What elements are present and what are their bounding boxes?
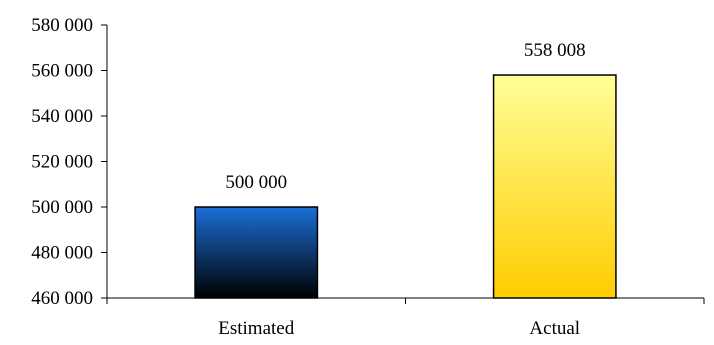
x-category-label: Estimated [218,318,294,339]
bars [194,74,617,299]
data-label: 500 000 [225,172,287,193]
x-category-label: Actual [529,318,580,339]
y-tick-label: 480 000 [31,243,93,264]
data-label: 558 008 [524,40,586,61]
y-tick-label: 460 000 [31,288,93,309]
y-tick-label: 560 000 [31,61,93,82]
data-labels: 500 000 558 008 [225,40,585,193]
bar-actual [492,74,617,299]
y-axis: 460 000 480 000 500 000 520 000 540 000 560 0… [31,15,108,309]
y-tick-label: 540 000 [31,106,93,127]
y-tick-label: 580 000 [31,15,93,36]
y-tick-label: 500 000 [31,197,93,218]
bar-estimated [194,206,319,299]
x-axis: Estimated Actual [106,297,705,339]
y-tick-label: 520 000 [31,152,93,173]
